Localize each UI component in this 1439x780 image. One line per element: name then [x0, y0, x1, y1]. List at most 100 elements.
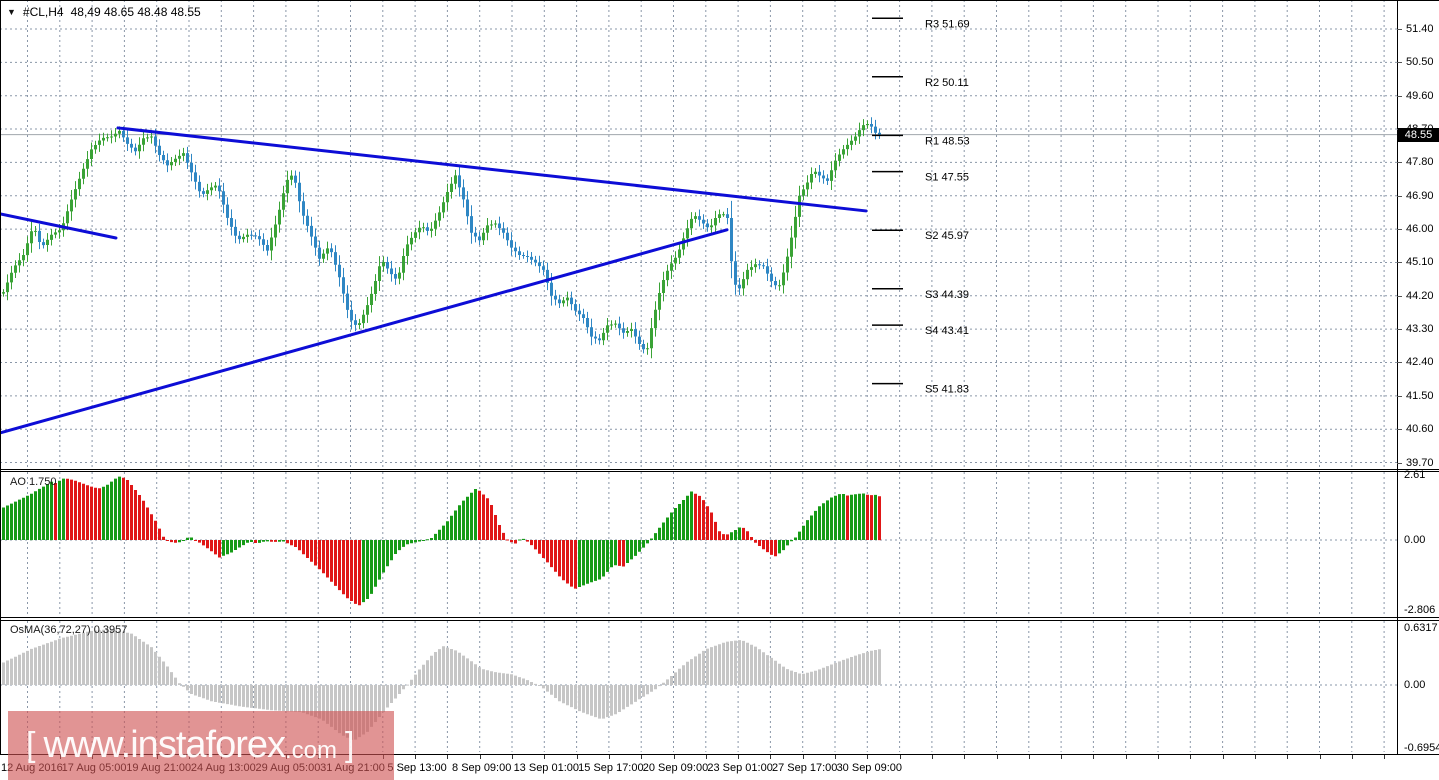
price-axis-label: 45.10	[1406, 256, 1434, 269]
price-axis-label: 41.50	[1406, 389, 1434, 402]
symbol-dropdown-icon[interactable]: ▼	[7, 7, 16, 17]
chart-title-bar: ▼ #CL,H4 48,49 48.65 48.48 48.55	[7, 5, 201, 19]
price-axis-tick	[1397, 395, 1402, 397]
time-axis-tick	[479, 755, 481, 759]
time-axis-border	[0, 754, 1439, 755]
time-axis-label: 31 Aug 21:00	[320, 762, 385, 774]
main-chart-canvas[interactable]: R3 51.69 R2 50.11 R1 48.53 S1 47.55 S2 45.97…	[0, 0, 1397, 469]
trend-line-3	[0, 228, 729, 435]
up-candle-bodies	[2, 124, 869, 350]
time-axis-label: 20 Sep 09:00	[642, 762, 709, 774]
price-axis-tick	[1397, 162, 1402, 164]
time-axis-tick	[124, 755, 126, 759]
ao-top-border	[0, 471, 1439, 472]
price-axis-tick	[1397, 229, 1402, 231]
ao-up-bars	[2, 476, 877, 603]
price-axis-tick	[1397, 262, 1402, 264]
time-axis-tick	[1190, 755, 1192, 759]
osma-axis-label: -0.6954	[1404, 741, 1439, 754]
time-axis-tick	[1254, 755, 1256, 759]
time-axis-tick	[1319, 755, 1321, 759]
price-axis-label: 51.40	[1406, 23, 1434, 35]
time-axis-tick	[189, 755, 190, 759]
pivot-label: S3 44.39	[925, 289, 969, 301]
time-axis-tick	[576, 755, 578, 759]
ao-axis-label: 2.61	[1404, 468, 1426, 481]
pivot-label: S2 45.97	[925, 230, 969, 242]
time-axis-label: 29 Aug 05:00	[255, 762, 321, 774]
osma-axis-label: 0.00	[1404, 679, 1426, 691]
price-axis-label: 46.90	[1406, 189, 1434, 202]
time-axis-label: 23 Sep 01:00	[707, 762, 773, 774]
price-axis-tick	[1397, 362, 1402, 364]
price-axis-border	[1397, 0, 1398, 755]
pivot-levels-layer: R3 51.69 R2 50.11 R1 48.53 S1 47.55 S2 45.97…	[872, 17, 970, 396]
time-axis-tick	[415, 755, 417, 759]
time-axis-tick	[285, 755, 287, 759]
time-axis-tick	[447, 755, 449, 759]
ao-axis-label: -2.806	[1404, 604, 1436, 617]
time-axis-tick	[156, 755, 158, 759]
time-axis-label: 24 Aug 13:00	[190, 762, 256, 774]
time-axis-tick	[738, 755, 740, 759]
price-axis-tick	[1397, 295, 1402, 297]
price-axis-tick	[1397, 429, 1402, 431]
time-axis-tick	[867, 755, 869, 759]
time-axis-tick	[673, 755, 675, 759]
time-axis-tick	[608, 755, 610, 759]
time-axis-tick	[1222, 755, 1224, 759]
time-axis-tick	[964, 755, 966, 759]
price-axis-label: 50.50	[1406, 56, 1434, 69]
pivot-label: R1 48.53	[925, 135, 970, 147]
time-axis-label: 8 Sep 09:00	[452, 762, 512, 774]
left-border	[0, 0, 1, 755]
osma-top-border	[0, 620, 1439, 621]
pivot-label: R3 51.69	[925, 18, 970, 30]
time-axis-tick	[221, 755, 223, 759]
down-candle-wicks	[39, 117, 880, 354]
ao-indicator-canvas[interactable]	[0, 472, 1397, 617]
time-axis-label: 27 Sep 17:00	[771, 762, 838, 774]
candlesticks-layer	[2, 117, 881, 359]
time-axis-tick	[1384, 755, 1386, 759]
time-axis-tick	[27, 755, 29, 759]
trend-line-2	[0, 212, 118, 240]
main-ao-separator	[0, 469, 1439, 470]
down-candle-bodies	[38, 124, 881, 350]
osma-grid-layer	[0, 621, 1397, 752]
osma-axis-label: 0.6317	[1404, 622, 1438, 635]
time-axis-tick	[835, 755, 836, 759]
ao-indicator-label: AO 1.750	[10, 476, 57, 488]
time-axis-tick	[1287, 755, 1289, 759]
chart-ohlc-quotes: 48,49 48.65 48.48 48.55	[70, 5, 201, 19]
time-axis-tick	[802, 755, 804, 759]
time-axis-tick	[1351, 755, 1353, 759]
time-axis-label: 17 Aug 05:00	[61, 762, 127, 774]
current-price-tag: 48.55	[1398, 127, 1439, 142]
trend-line-1	[116, 126, 868, 213]
ao-histogram-layer	[2, 476, 881, 606]
ao-grid-layer	[0, 472, 1397, 617]
pivot-label: S1 47.55	[925, 172, 969, 184]
time-axis-tick	[318, 755, 320, 759]
price-axis-label: 44.20	[1406, 289, 1434, 302]
time-axis-tick	[512, 755, 513, 759]
up-candle-wicks	[3, 119, 868, 359]
osma-indicator-canvas[interactable]	[0, 621, 1397, 752]
price-axis-label: 47.80	[1406, 156, 1434, 169]
time-axis-label: 13 Sep 01:00	[513, 762, 580, 774]
ao-osma-separator	[0, 617, 1439, 618]
time-axis-tick	[92, 755, 94, 759]
time-axis-label: 19 Aug 21:00	[126, 762, 192, 774]
pivot-label: S5 41.83	[925, 384, 969, 396]
time-axis-tick	[899, 755, 901, 759]
time-axis-tick	[544, 755, 546, 759]
pivot-label: S4 43.41	[925, 325, 969, 337]
price-axis-tick	[1397, 195, 1402, 197]
trendlines-layer	[0, 126, 868, 435]
time-axis-label: 30 Sep 09:00	[836, 762, 903, 774]
time-axis-tick	[1061, 755, 1063, 759]
price-axis-label: 49.60	[1406, 89, 1434, 102]
top-border	[0, 0, 1439, 1]
